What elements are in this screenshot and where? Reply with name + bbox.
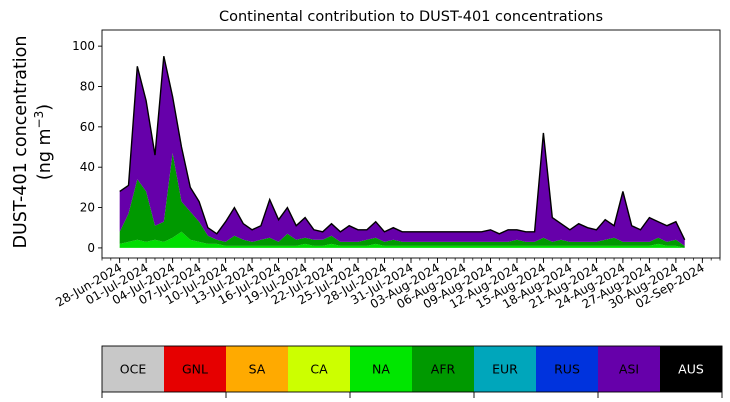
legend-swatch-rus xyxy=(536,346,599,392)
y-axis-label-superscript: −3 xyxy=(32,111,46,129)
total-concentration-line xyxy=(119,56,686,241)
legend-label-aus: AUS xyxy=(678,362,704,377)
legend-label-eur: EUR xyxy=(492,362,518,377)
area-series-asi xyxy=(119,56,685,246)
legend-frame xyxy=(101,345,723,393)
y-tick-label: 40 xyxy=(80,160,95,174)
y-axis-label-line2: (ng m−3) xyxy=(32,104,55,180)
legend-swatch-aus xyxy=(660,346,723,392)
legend-swatch-ca xyxy=(288,346,351,392)
y-tick-label: 20 xyxy=(80,201,95,215)
axes: 02040608010028-Jun-202401-Jul-202404-Jul… xyxy=(53,29,721,311)
y-tick-label: 100 xyxy=(72,39,95,53)
y-axis-label: DUST-401 concentration (ng m−3) xyxy=(11,36,55,249)
y-axis-label-prefix: (ng m xyxy=(35,128,55,180)
legend-label-rus: RUS xyxy=(554,362,580,377)
y-tick-label: 80 xyxy=(80,79,95,93)
y-tick-label: 0 xyxy=(87,241,95,255)
y-axis-label-suffix: ) xyxy=(35,104,55,111)
y-axis-label-line1: DUST-401 concentration xyxy=(11,36,31,249)
legend-label-sa: SA xyxy=(249,362,266,377)
plot-area xyxy=(119,56,686,248)
legend-swatch-afr xyxy=(412,346,475,392)
area-series-na xyxy=(119,231,685,248)
y-tick-label: 60 xyxy=(80,120,95,134)
legend-swatch-oce xyxy=(102,346,165,392)
legend-swatch-asi xyxy=(598,346,661,392)
legend-label-asi: ASI xyxy=(619,362,639,377)
legend-label-afr: AFR xyxy=(431,362,456,377)
legend-label-oce: OCE xyxy=(120,362,147,377)
legend-swatch-eur xyxy=(474,346,537,392)
legend-colorbar: OCE GNL SA CA NA AFR EUR RUS ASI AUS xyxy=(101,345,723,398)
chart-title: Continental contribution to DUST-401 con… xyxy=(219,9,603,25)
legend-label-na: NA xyxy=(372,362,390,377)
legend-label-ca: CA xyxy=(310,362,328,377)
legend-swatch-sa xyxy=(226,346,289,392)
legend-swatch-na xyxy=(350,346,413,392)
legend-label-gnl: GNL xyxy=(182,362,208,377)
legend-swatch-gnl xyxy=(164,346,227,392)
